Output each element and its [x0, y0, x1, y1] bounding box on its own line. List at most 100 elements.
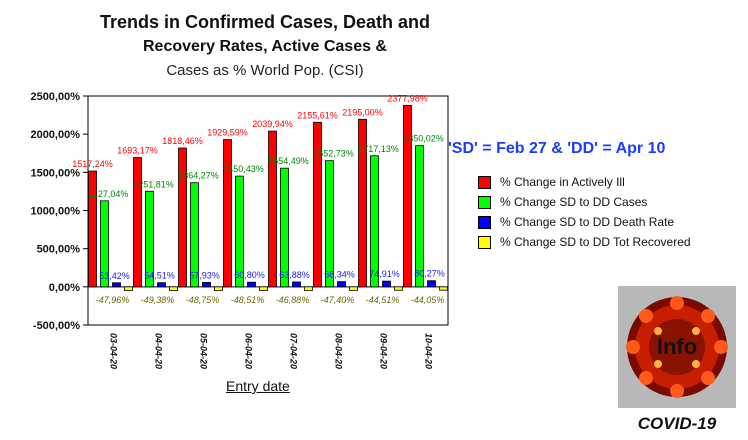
bar — [403, 104, 412, 288]
data-label: 54,51% — [144, 271, 175, 281]
y-tick-label: 2000,00% — [30, 129, 80, 141]
chart-title: Trends in Confirmed Cases, Death and — [99, 12, 431, 32]
bar — [235, 175, 244, 288]
bar — [358, 118, 367, 288]
bar — [370, 155, 379, 288]
data-label: 1364,27% — [178, 171, 219, 181]
bar — [157, 282, 166, 288]
bar — [292, 281, 301, 288]
data-label: 1717,13% — [358, 144, 399, 154]
chart-subtitle-2: Cases as % World Pop. (CSI) — [166, 62, 364, 79]
data-label: -44,51% — [366, 295, 400, 305]
bar — [415, 145, 424, 288]
bar — [337, 281, 346, 288]
bar — [145, 190, 154, 288]
bar — [100, 200, 109, 288]
y-tick-label: -500,00% — [33, 320, 80, 332]
legend-swatch — [478, 175, 491, 189]
legend-label: % Change SD to DD Tot Recovered — [500, 235, 691, 249]
data-label: 1517,24% — [72, 159, 113, 169]
bar — [325, 160, 334, 288]
legend-item: % Change SD to DD Tot Recovered — [478, 232, 691, 252]
chart-subtitle: Recovery Rates, Active Cases & — [143, 38, 387, 55]
data-label: 60,80% — [234, 270, 265, 280]
x-axis-label: Entry date — [226, 378, 290, 394]
y-tick-label: 500,00% — [37, 244, 81, 256]
legend-label: % Change SD to DD Cases — [500, 195, 648, 209]
legend-swatch — [478, 195, 491, 209]
bar — [313, 121, 322, 288]
data-label: 80,27% — [414, 269, 445, 279]
x-tick-label: 07-04-20 — [289, 333, 299, 369]
data-label: -44,05% — [411, 295, 445, 305]
data-label: -46,88% — [276, 295, 310, 305]
bar — [178, 147, 187, 288]
bar — [304, 286, 313, 291]
bar — [394, 286, 403, 291]
data-label: 1251,81% — [133, 179, 174, 189]
date-definition-note: 'SD' = Feb 27 & 'DD' = Apr 10 — [448, 140, 666, 157]
logo-caption: COVID-19 — [637, 414, 717, 433]
bar — [223, 139, 232, 288]
x-tick-label: 04-04-20 — [154, 333, 164, 369]
logo-text: Info — [657, 334, 697, 359]
data-label: -49,38% — [141, 295, 175, 305]
y-tick-label: 2500,00% — [30, 91, 80, 103]
bar — [382, 280, 391, 288]
legend-swatch — [478, 235, 491, 249]
data-label: 2377,98% — [387, 93, 428, 103]
legend: % Change in Actively Ill % Change SD to D… — [478, 172, 691, 252]
bar — [112, 282, 121, 288]
data-label: 1693,17% — [117, 146, 158, 156]
bar — [88, 170, 97, 288]
data-label: 1929,59% — [207, 128, 248, 138]
bar — [259, 286, 268, 291]
data-label: 1450,43% — [223, 164, 264, 174]
bar — [133, 157, 142, 288]
data-label: 68,34% — [324, 270, 355, 280]
bar — [202, 282, 211, 288]
x-tick-label: 05-04-20 — [199, 333, 209, 369]
legend-swatch — [478, 215, 491, 229]
data-label: -48,75% — [186, 295, 220, 305]
data-label: 53,42% — [99, 271, 130, 281]
data-label: 57,93% — [189, 270, 220, 280]
x-tick-label: 03-04-20 — [109, 333, 119, 369]
data-label: 2155,61% — [297, 110, 338, 120]
legend-label: % Change in Actively Ill — [500, 175, 625, 189]
bar — [190, 182, 199, 288]
x-tick-label: 09-04-20 — [379, 333, 389, 369]
legend-item: % Change SD to DD Cases — [478, 192, 691, 212]
legend-item: % Change SD to DD Death Rate — [478, 212, 691, 232]
covid-info-logo: Info — [618, 286, 736, 408]
legend-item: % Change in Actively Ill — [478, 172, 691, 192]
bar — [349, 286, 358, 291]
data-label: 2195,00% — [342, 107, 383, 117]
bar — [214, 286, 223, 291]
bar — [427, 280, 436, 288]
legend-label: % Change SD to DD Death Rate — [500, 215, 675, 229]
data-label: -47,96% — [96, 295, 130, 305]
y-tick-label: 1000,00% — [30, 206, 80, 218]
y-tick-label: 1500,00% — [30, 167, 80, 179]
data-label: 1127,04% — [89, 189, 129, 199]
data-label: 1554,49% — [268, 156, 309, 166]
x-tick-label: 10-04-20 — [424, 333, 434, 369]
bar — [169, 286, 178, 292]
bar — [247, 281, 256, 288]
y-tick-label: 0,00% — [49, 282, 80, 294]
x-tick-label: 08-04-20 — [334, 333, 344, 369]
bar — [439, 286, 448, 291]
bar — [280, 167, 289, 288]
data-label: 2039,94% — [252, 119, 293, 129]
data-label: -47,40% — [321, 295, 355, 305]
data-label: -48,51% — [231, 295, 265, 305]
data-label: 63,88% — [279, 270, 310, 280]
data-label: 74,91% — [369, 269, 400, 279]
x-tick-label: 06-04-20 — [244, 333, 254, 369]
bar — [124, 286, 133, 291]
bar — [268, 130, 277, 288]
data-label: 1652,73% — [313, 149, 354, 159]
data-label: 1850,02% — [403, 134, 444, 144]
